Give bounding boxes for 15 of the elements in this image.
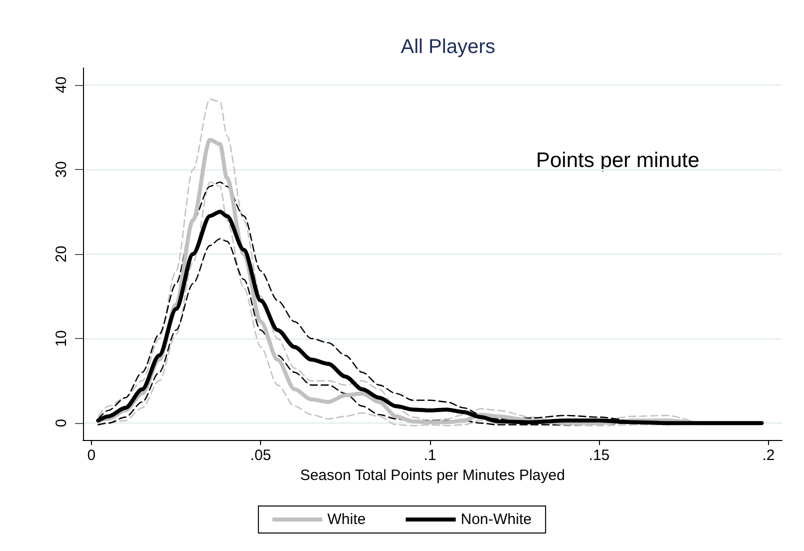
legend-label: White xyxy=(327,511,366,528)
x-tick-label: .15 xyxy=(588,447,610,464)
x-axis-title: Season Total Points per Minutes Played xyxy=(300,466,565,484)
x-tick-label: .1 xyxy=(424,447,436,464)
legend-label: Non-White xyxy=(460,511,532,528)
x-tick-label: .05 xyxy=(250,447,272,464)
x-tick-label: 0 xyxy=(87,447,96,464)
chart-title: All Players xyxy=(400,36,496,58)
x-tick-label: .2 xyxy=(762,447,775,464)
y-tick-label: 40 xyxy=(53,76,70,94)
y-tick-label: 10 xyxy=(53,330,70,347)
y-tick-label: 30 xyxy=(53,161,70,178)
y-tick-label: 20 xyxy=(53,246,70,262)
annotation: Points per minute xyxy=(536,149,700,172)
y-tick-label: 0 xyxy=(53,418,70,428)
